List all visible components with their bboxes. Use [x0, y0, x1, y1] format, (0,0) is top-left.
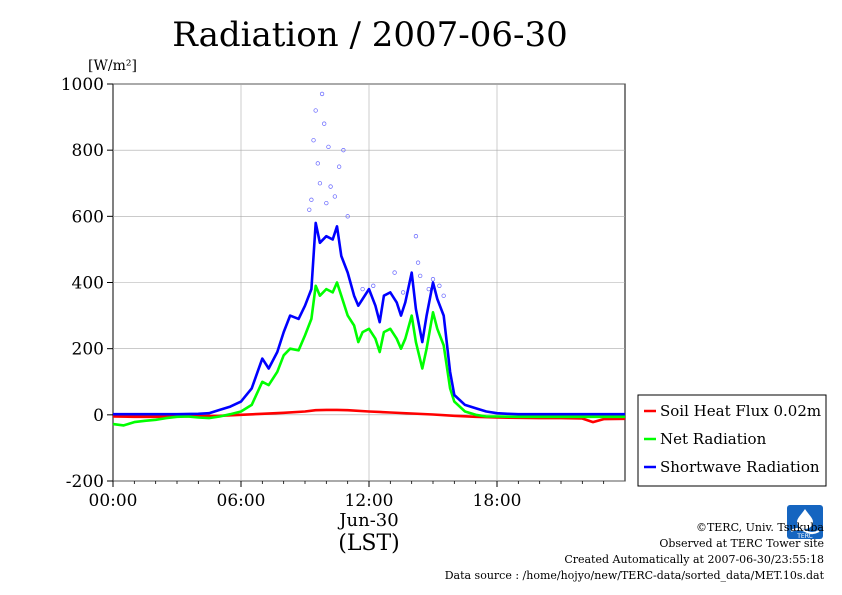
shortwave-scatter-points: [307, 91, 446, 298]
shortwave-sample-point: [315, 161, 320, 166]
y-axis-ticks: -200 0 200 400 600 800 1000: [61, 75, 113, 492]
y-axis-unit-label: [W/m²]: [88, 58, 137, 74]
chart-title: Radiation / 2007-06-30: [172, 15, 568, 55]
y-tick-label: 1000: [61, 75, 104, 95]
shortwave-sample-point: [413, 234, 419, 239]
legend-label-soil-heat-flux-0-02m: Soil Heat Flux 0.02m: [660, 402, 821, 420]
y-tick-label: -200: [66, 472, 104, 492]
shortwave-sample-point: [313, 108, 318, 113]
soil-heat-flux-0-02m-line: [112, 408, 626, 424]
x-tick-label: 12:00: [345, 491, 394, 511]
legend-label-net-radiation: Net Radiation: [660, 430, 767, 448]
x-axis-date-label: Jun-30: [337, 510, 398, 531]
x-tick-label: 06:00: [217, 491, 266, 511]
shortwave-sample-point: [400, 290, 406, 295]
shortwave-sample-point: [437, 283, 442, 288]
footer-copyright: ©TERC, Univ. Tsukuba: [695, 521, 824, 534]
shortwave-sample-point: [328, 184, 333, 189]
terc-logo: TERC: [785, 503, 825, 541]
shortwave-sample-point: [324, 200, 329, 206]
x-tick-label: 00:00: [89, 491, 138, 511]
shortwave-sample-point: [309, 197, 314, 202]
shortwave-sample-point: [322, 121, 327, 126]
shortwave-sample-point: [341, 148, 346, 153]
shortwave-sample-point: [317, 181, 323, 186]
shortwave-sample-point: [415, 260, 421, 265]
shortwave-sample-point: [336, 164, 342, 169]
footer-site: Observed at TERC Tower site: [659, 537, 824, 550]
legend-label-shortwave-radiation: Shortwave Radiation: [660, 458, 820, 476]
shortwave-sample-point: [345, 214, 350, 219]
y-tick-label: 400: [72, 274, 104, 294]
svg-text:TERC: TERC: [796, 533, 813, 540]
shortwave-sample-point: [307, 207, 312, 212]
shortwave-radiation-line: [113, 221, 625, 416]
shortwave-sample-point: [441, 293, 446, 298]
footer-source: Data source : /home/hojyo/new/TERC-data/…: [444, 569, 824, 582]
shortwave-sample-point: [326, 144, 331, 150]
y-tick-label: 200: [72, 340, 104, 360]
y-tick-label: 0: [93, 406, 104, 426]
x-tick-label: 18:00: [473, 491, 522, 511]
shortwave-sample-point: [371, 283, 376, 288]
y-tick-label: 600: [72, 207, 104, 227]
legend: Soil Heat Flux 0.02m Net Radiation Shortwa…: [637, 394, 827, 487]
shortwave-sample-point: [360, 286, 365, 292]
shortwave-sample-point: [392, 270, 397, 275]
y-tick-label: 800: [72, 141, 104, 161]
shortwave-sample-point: [319, 91, 325, 97]
footer-info: ©TERC, Univ. Tsukuba Observed at TERC To…: [445, 520, 824, 584]
x-axis-ticks: 00:00 06:00 12:00 18:00: [89, 481, 605, 511]
shortwave-sample-point: [332, 194, 338, 199]
shortwave-sample-point: [430, 277, 436, 282]
shortwave-sample-point: [418, 273, 423, 279]
series-lines: [112, 221, 626, 427]
net-radiation-line: [112, 281, 625, 427]
footer-created: Created Automatically at 2007-06-30/23:5…: [564, 553, 824, 566]
x-axis-label: (LST): [338, 531, 400, 556]
shortwave-sample-point: [311, 138, 316, 143]
